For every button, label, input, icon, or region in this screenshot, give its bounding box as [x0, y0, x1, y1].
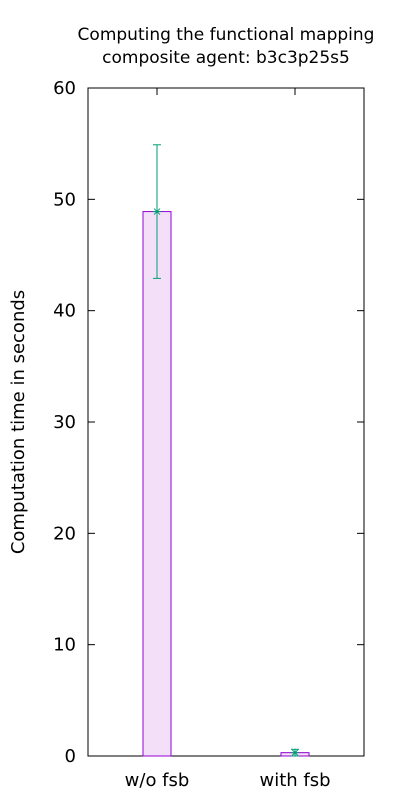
y-axis-label: Computation time in seconds	[8, 290, 29, 554]
y-tick-label: 20	[53, 523, 76, 544]
x-tick-label: with fsb	[259, 770, 330, 791]
plot-area: 0 10 20 30 40 50 60 w/o fsb with fsb	[53, 78, 364, 791]
chart-title-line-1: Computing the functional mapping	[78, 25, 375, 45]
y-tick-label: 10	[53, 635, 76, 656]
y-tick-label: 60	[53, 78, 76, 99]
y-tick-label: 40	[53, 301, 76, 322]
y-tick-label: 50	[53, 189, 76, 210]
chart-title-line-2: composite agent: b3c3p25s5	[102, 48, 350, 68]
y-tick-label: 30	[53, 412, 76, 433]
chart-title: Computing the functional mapping composi…	[78, 25, 375, 68]
bar-0	[143, 212, 171, 756]
plot-border	[88, 88, 364, 756]
x-tick-label: w/o fsb	[125, 770, 190, 791]
y-tick-label: 0	[65, 746, 76, 767]
